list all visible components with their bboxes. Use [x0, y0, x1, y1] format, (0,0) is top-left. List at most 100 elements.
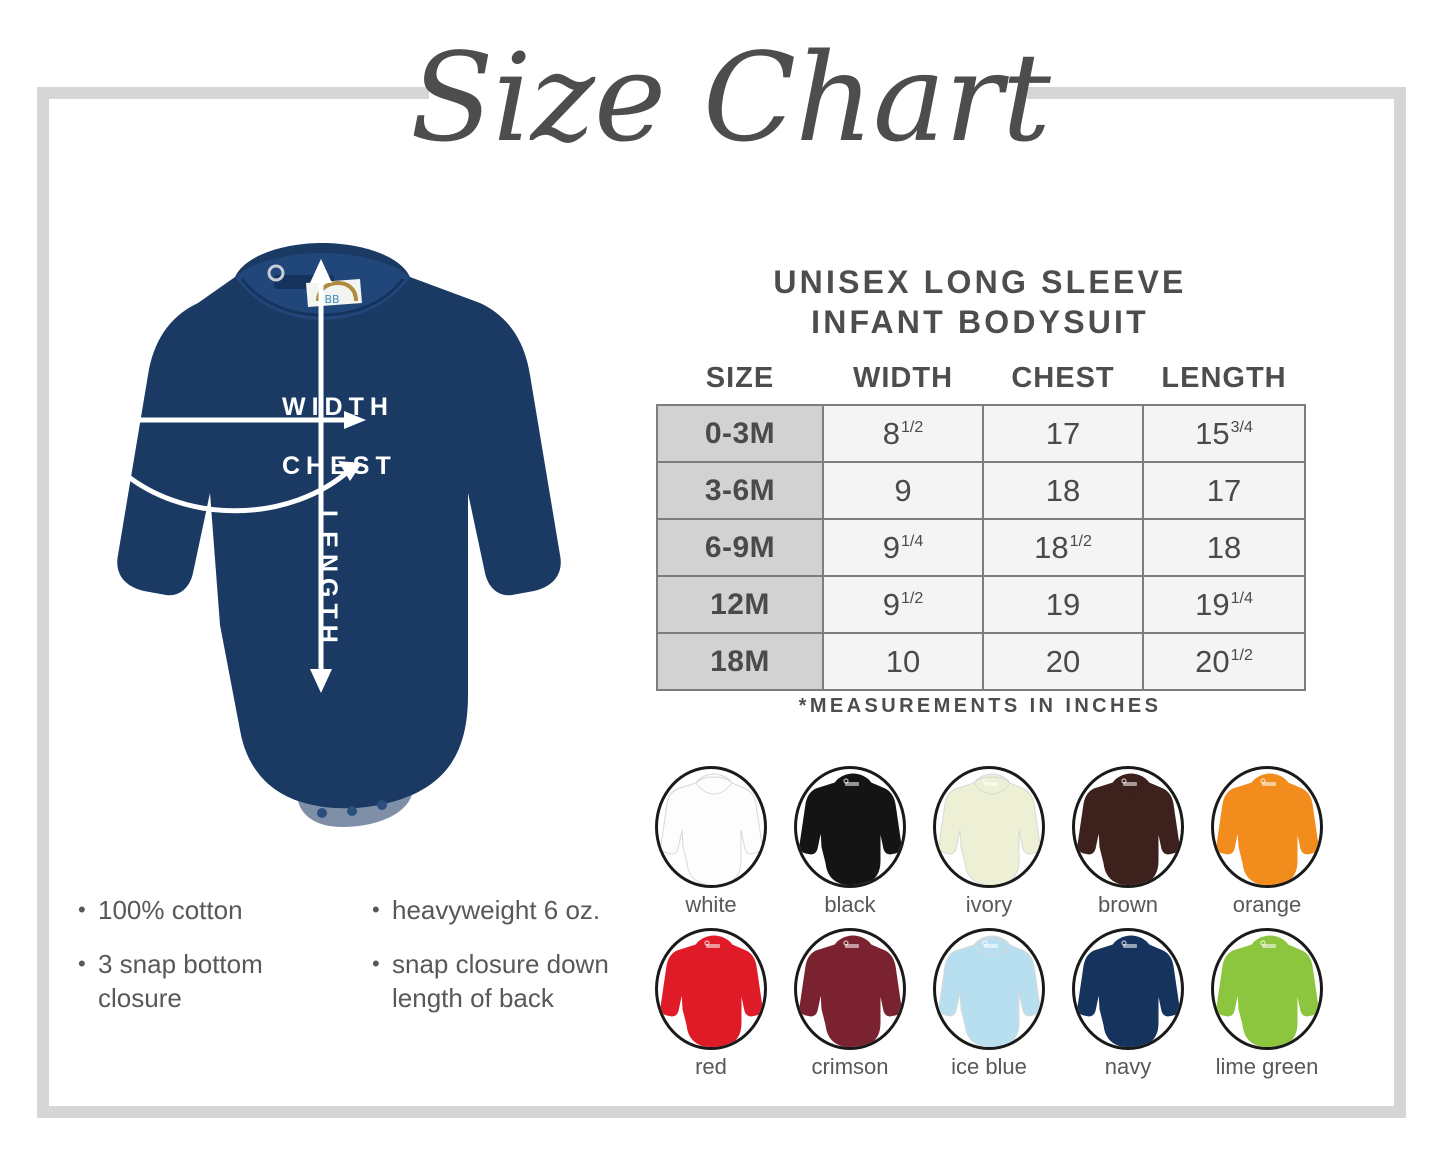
- color-swatch[interactable]: orange: [1208, 766, 1326, 918]
- color-swatch[interactable]: white: [652, 766, 770, 918]
- cell-length: 18: [1142, 518, 1306, 577]
- bullet-icon: •: [372, 951, 380, 976]
- color-swatch[interactable]: crimson: [791, 928, 909, 1080]
- color-swatch-label: brown: [1098, 892, 1158, 917]
- column-header-chest: CHEST: [1011, 362, 1115, 394]
- feature-list: • 100% cotton • 3 snap bottom closure • heav…: [78, 893, 634, 1035]
- feature-text: heavyweight 6 oz.: [392, 895, 601, 925]
- product-heading: UNISEX LONG SLEEVE INFANT BODYSUIT: [648, 262, 1312, 342]
- fraction-superscript: 1/2: [1230, 647, 1253, 665]
- color-swatch-label: crimson: [811, 1054, 889, 1079]
- cell-width: 9: [822, 461, 984, 520]
- bullet-icon: •: [78, 897, 86, 922]
- column-header-width: WIDTH: [852, 362, 954, 394]
- color-swatch-label: ice blue: [951, 1054, 1027, 1079]
- feature-item: • heavyweight 6 oz.: [372, 893, 622, 927]
- color-swatch[interactable]: lime green: [1208, 928, 1326, 1080]
- table-row: 18M 10 20 201/2: [656, 632, 1306, 691]
- frame-border-right: [1394, 87, 1406, 1118]
- bodysuit-swatch-icon: [1211, 766, 1323, 888]
- bullet-icon: •: [372, 897, 380, 922]
- cell-length: 17: [1142, 461, 1306, 520]
- fraction-superscript: 1/4: [901, 533, 924, 551]
- measure-label-width: WIDTH: [282, 393, 394, 421]
- bodysuit-swatch-icon: [1072, 766, 1184, 888]
- color-swatch-label: navy: [1104, 1054, 1152, 1079]
- bodysuit-swatch-icon: [794, 766, 906, 888]
- cell-size: 0-3M: [656, 404, 824, 463]
- frame-border-top-left: [37, 87, 429, 99]
- cell-width: 10: [822, 632, 984, 691]
- bullet-icon: •: [78, 951, 86, 976]
- column-header-length: LENGTH: [1161, 362, 1287, 394]
- bodysuit-illustration: BB WIDTH CHE: [60, 225, 620, 865]
- measurement-note: *MEASUREMENTS IN INCHES: [798, 695, 1162, 717]
- fraction-superscript: 1/2: [901, 590, 924, 608]
- cell-width: 91/2: [822, 575, 984, 634]
- cell-length: 201/2: [1142, 632, 1306, 691]
- color-swatch-grid: white black ivory brown orange red crimson ice…: [652, 766, 1352, 1090]
- column-header-size: SIZE: [705, 362, 775, 394]
- svg-text:BB: BB: [324, 293, 339, 306]
- bodysuit-swatch-icon: [1211, 928, 1323, 1050]
- table-row: 12M 91/2 19 191/4: [656, 575, 1306, 634]
- bodysuit-swatch-icon: [1072, 928, 1184, 1050]
- color-swatch-label: white: [685, 892, 737, 917]
- color-swatch-label: orange: [1232, 892, 1302, 917]
- feature-column-right: • heavyweight 6 oz. • snap closure down len…: [372, 893, 622, 1035]
- cell-size: 3-6M: [656, 461, 824, 520]
- frame-border-left: [37, 87, 49, 1118]
- cell-size: 12M: [656, 575, 824, 634]
- cell-chest: 17: [982, 404, 1144, 463]
- color-swatch-row-2: red crimson ice blue navy lime green: [652, 928, 1352, 1080]
- color-swatch-label: ivory: [965, 892, 1013, 917]
- fraction-superscript: 3/4: [1230, 419, 1253, 437]
- table-header-row: SIZE WIDTH CHEST LENGTH: [657, 362, 1305, 405]
- color-swatch[interactable]: ice blue: [930, 928, 1048, 1080]
- cell-chest: 18: [982, 461, 1144, 520]
- feature-text: snap closure down length of back: [392, 949, 609, 1013]
- size-table: SIZE WIDTH CHEST LENGTH 0-3M 81/2 17 153/4 3…: [656, 362, 1306, 691]
- cell-size: 18M: [656, 632, 824, 691]
- cell-width: 91/4: [822, 518, 984, 577]
- product-heading-line-2: INFANT BODYSUIT: [811, 304, 1149, 340]
- color-swatch-label: lime green: [1215, 1054, 1319, 1079]
- cell-chest: 181/2: [982, 518, 1144, 577]
- table-row: 0-3M 81/2 17 153/4: [656, 404, 1306, 463]
- bodysuit-graphic: BB: [94, 243, 561, 827]
- bodysuit-swatch-icon: [655, 766, 767, 888]
- feature-text: 3 snap bottom closure: [98, 949, 263, 1013]
- size-table-body: 0-3M 81/2 17 153/4 3-6M 9 18 17 6-9M 91/4 181/2 18 1…: [656, 404, 1306, 691]
- page-title: Size Chart: [410, 27, 1051, 169]
- fraction-superscript: 1/4: [1230, 590, 1253, 608]
- bodysuit-swatch-icon: [933, 928, 1045, 1050]
- cell-length: 191/4: [1142, 575, 1306, 634]
- feature-column-left: • 100% cotton • 3 snap bottom closure: [78, 893, 328, 1035]
- bodysuit-swatch-icon: [655, 928, 767, 1050]
- table-row: 3-6M 9 18 17: [656, 461, 1306, 520]
- measure-label-chest: CHEST: [282, 452, 397, 480]
- color-swatch-row-1: white black ivory brown orange: [652, 766, 1352, 918]
- color-swatch-label: black: [824, 892, 876, 917]
- feature-item: • snap closure down length of back: [372, 947, 622, 1015]
- fraction-superscript: 1/2: [901, 419, 924, 437]
- feature-item: • 100% cotton: [78, 893, 328, 927]
- color-swatch-label: red: [695, 1054, 727, 1079]
- cell-chest: 20: [982, 632, 1144, 691]
- product-heading-line-1: UNISEX LONG SLEEVE: [773, 264, 1187, 300]
- table-row: 6-9M 91/4 181/2 18: [656, 518, 1306, 577]
- color-swatch[interactable]: red: [652, 928, 770, 1080]
- fraction-superscript: 1/2: [1069, 533, 1092, 551]
- color-swatch[interactable]: black: [791, 766, 909, 918]
- bodysuit-swatch-icon: [794, 928, 906, 1050]
- color-swatch[interactable]: ivory: [930, 766, 1048, 918]
- color-swatch[interactable]: brown: [1069, 766, 1187, 918]
- color-swatch[interactable]: navy: [1069, 928, 1187, 1080]
- frame-border-top-right: [1027, 87, 1406, 99]
- feature-text: 100% cotton: [98, 895, 243, 925]
- feature-item: • 3 snap bottom closure: [78, 947, 328, 1015]
- cell-size: 6-9M: [656, 518, 824, 577]
- cell-width: 81/2: [822, 404, 984, 463]
- bodysuit-swatch-icon: [933, 766, 1045, 888]
